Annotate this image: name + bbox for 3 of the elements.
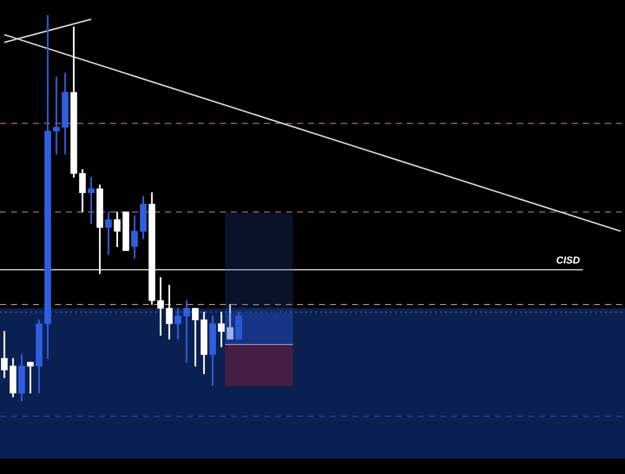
candlestick	[53, 76, 60, 154]
candlestick	[105, 212, 112, 255]
ref-line-label: CISD	[556, 256, 580, 267]
